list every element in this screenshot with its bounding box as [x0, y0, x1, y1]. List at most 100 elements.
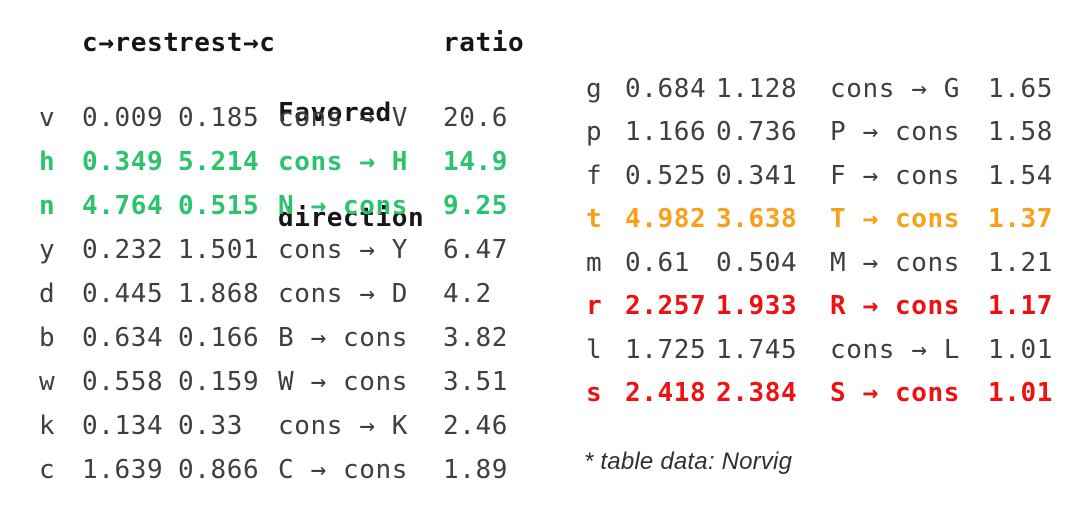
favored-direction-cell: cons → K [278, 411, 409, 441]
favored-direction-cell: T → cons [830, 204, 961, 235]
right-table: g 0.684 1.128 cons → G 1.65 p 1.166 0.73… [586, 67, 1081, 415]
favored-direction-cell: B → cons [278, 323, 409, 353]
table-header-row: c→rest rest→c Favored direction ratio [39, 26, 544, 233]
rest-to-c-cell: 1.933 [716, 291, 798, 322]
table-row-h: h 0.349 5.214 cons → H 14.9 [39, 140, 544, 184]
favored-direction-cell: cons → H [278, 147, 409, 177]
ratio-cell: 3.51 [443, 367, 509, 397]
table-row-y: y 0.232 1.501 cons → Y 6.47 [39, 228, 544, 272]
ratio-cell: 14.9 [443, 147, 509, 177]
ratio-cell: 4.2 [443, 279, 492, 309]
ratio-cell: 1.65 [988, 73, 1054, 104]
c-to-rest-cell: 0.134 [82, 411, 164, 441]
ratio-cell: 1.58 [988, 117, 1054, 148]
ratio-cell: 1.01 [988, 378, 1054, 409]
letter-cell: y [39, 235, 56, 265]
ratio-cell: 20.6 [443, 103, 509, 133]
left-table: c→rest rest→c Favored direction ratio v … [39, 26, 544, 492]
c-to-rest-cell: 0.61 [625, 247, 691, 278]
letter-cell: t [586, 204, 603, 235]
letter-cell: f [586, 160, 603, 191]
table-row-k: k 0.134 0.33 cons → K 2.46 [39, 404, 544, 448]
rest-to-c-cell: 0.166 [178, 323, 260, 353]
ratio-cell: 1.01 [988, 334, 1054, 365]
rest-to-c-cell: 1.745 [716, 334, 798, 365]
ratio-cell: 1.37 [988, 204, 1054, 235]
letter-cell: d [39, 279, 56, 309]
favored-direction-cell: W → cons [278, 367, 409, 397]
ratio-cell: 6.47 [443, 235, 509, 265]
favored-direction-cell: cons → Y [278, 235, 409, 265]
table-row-f: f 0.525 0.341 F → cons 1.54 [586, 154, 1081, 198]
table-row-d: d 0.445 1.868 cons → D 4.2 [39, 272, 544, 316]
favored-direction-cell: R → cons [830, 291, 961, 322]
rest-to-c-cell: 1.868 [178, 279, 260, 309]
letter-cell: g [586, 73, 603, 104]
letter-cell: m [586, 247, 603, 278]
header-c-to-rest: c→rest [82, 28, 180, 58]
letter-cell: c [39, 455, 56, 485]
rest-to-c-cell: 1.128 [716, 73, 798, 104]
letter-cell: v [39, 103, 56, 133]
rest-to-c-cell: 1.501 [178, 235, 260, 265]
c-to-rest-cell: 2.257 [625, 291, 707, 322]
favored-direction-cell: F → cons [830, 160, 961, 191]
ratio-cell: 1.89 [443, 455, 509, 485]
table-row-n: n 4.764 0.515 N → cons 9.25 [39, 184, 544, 228]
rest-to-c-cell: 2.384 [716, 378, 798, 409]
favored-direction-cell: C → cons [278, 455, 409, 485]
rest-to-c-cell: 0.504 [716, 247, 798, 278]
letter-cell: n [39, 191, 56, 221]
table-row-c: c 1.639 0.866 C → cons 1.89 [39, 448, 544, 492]
letter-cell: r [586, 291, 603, 322]
ratio-cell: 1.17 [988, 291, 1054, 322]
footnote: * table data: Norvig [584, 448, 793, 475]
ratio-cell: 1.21 [988, 247, 1054, 278]
rest-to-c-cell: 3.638 [716, 204, 798, 235]
c-to-rest-cell: 0.558 [82, 367, 164, 397]
rest-to-c-cell: 0.33 [178, 411, 244, 441]
favored-direction-cell: cons → G [830, 73, 961, 104]
table-row-w: w 0.558 0.159 W → cons 3.51 [39, 360, 544, 404]
table-row-t: t 4.982 3.638 T → cons 1.37 [586, 198, 1081, 242]
header-favored-direction: Favored direction [278, 26, 443, 306]
table-row-p: p 1.166 0.736 P → cons 1.58 [586, 111, 1081, 155]
table-row-s: s 2.418 2.384 S → cons 1.01 [586, 372, 1081, 416]
letter-cell: p [586, 117, 603, 148]
rest-to-c-cell: 0.185 [178, 103, 260, 133]
c-to-rest-cell: 2.418 [625, 378, 707, 409]
letter-cell: l [586, 334, 603, 365]
rest-to-c-cell: 0.341 [716, 160, 798, 191]
favored-direction-cell: cons → V [278, 103, 409, 133]
c-to-rest-cell: 0.232 [82, 235, 164, 265]
c-to-rest-cell: 0.009 [82, 103, 164, 133]
c-to-rest-cell: 0.349 [82, 147, 164, 177]
letter-cell: b [39, 323, 56, 353]
favored-direction-cell: cons → D [278, 279, 409, 309]
ratio-cell: 2.46 [443, 411, 509, 441]
rest-to-c-cell: 0.159 [178, 367, 260, 397]
favored-direction-cell: P → cons [830, 117, 961, 148]
c-to-rest-cell: 1.639 [82, 455, 164, 485]
c-to-rest-cell: 0.684 [625, 73, 707, 104]
table-row-m: m 0.61 0.504 M → cons 1.21 [586, 241, 1081, 285]
rest-to-c-cell: 0.866 [178, 455, 260, 485]
c-to-rest-cell: 1.725 [625, 334, 707, 365]
ratio-cell: 1.54 [988, 160, 1054, 191]
ratio-cell: 9.25 [443, 191, 509, 221]
table-row-v: v 0.009 0.185 cons → V 20.6 [39, 96, 544, 140]
table-row-g: g 0.684 1.128 cons → G 1.65 [586, 67, 1081, 111]
letter-cell: s [586, 378, 603, 409]
letter-cell: k [39, 411, 56, 441]
letter-cell: w [39, 367, 56, 397]
rest-to-c-cell: 5.214 [178, 147, 260, 177]
favored-direction-cell: N → cons [278, 191, 409, 221]
table-row-b: b 0.634 0.166 B → cons 3.82 [39, 316, 544, 360]
c-to-rest-cell: 4.764 [82, 191, 164, 221]
c-to-rest-cell: 1.166 [625, 117, 707, 148]
c-to-rest-cell: 0.525 [625, 160, 707, 191]
rest-to-c-cell: 0.515 [178, 191, 260, 221]
table-row-r: r 2.257 1.933 R → cons 1.17 [586, 285, 1081, 329]
header-favored-line1: Favored [278, 98, 392, 128]
